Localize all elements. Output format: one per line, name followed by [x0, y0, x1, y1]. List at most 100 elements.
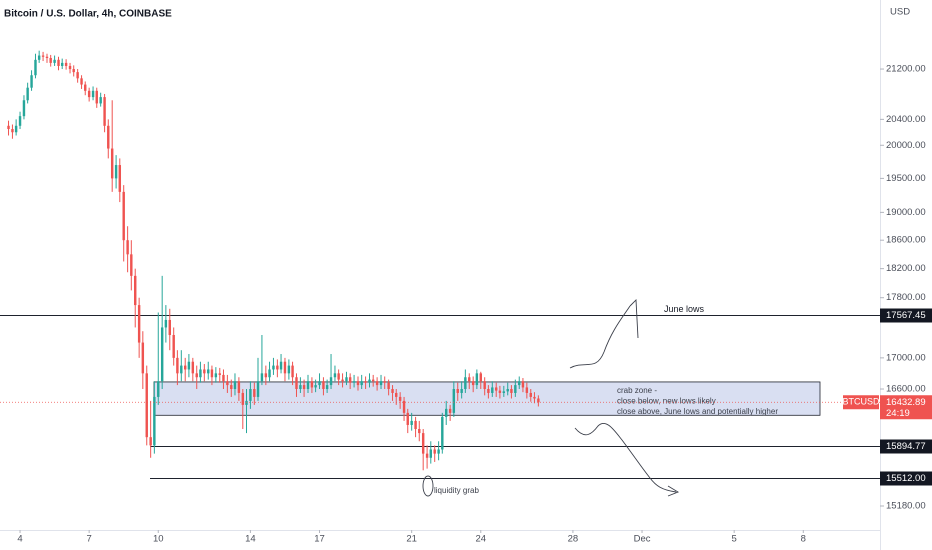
candle-body	[341, 379, 344, 382]
candle-body	[487, 389, 490, 393]
candle-body	[402, 400, 406, 413]
candle-body	[226, 381, 229, 386]
countdown-label: 24:19	[886, 408, 910, 419]
candle-body	[145, 373, 148, 438]
y-tick-label: 18200.00	[886, 263, 926, 274]
candle-body	[60, 62, 64, 66]
candle-body	[433, 449, 436, 454]
candle-body	[195, 373, 198, 378]
candle-body	[537, 398, 540, 403]
candle-body	[364, 381, 367, 383]
candle-body	[475, 373, 479, 386]
candle-body	[168, 319, 171, 335]
candle-body	[160, 327, 164, 382]
candle-body	[203, 369, 206, 374]
candle-body	[368, 379, 371, 383]
candle-body	[291, 365, 294, 378]
candle-body	[172, 334, 175, 358]
candle-body	[110, 148, 114, 179]
candle-body	[398, 396, 402, 401]
candle-body	[414, 420, 417, 430]
candle-body	[126, 240, 129, 255]
candle-body	[352, 381, 356, 383]
candle-body	[130, 254, 133, 276]
candle-body	[87, 90, 91, 98]
candle-body	[64, 62, 68, 66]
candle-body	[118, 165, 122, 192]
candle-body	[306, 381, 310, 390]
candle-body	[76, 72, 79, 79]
x-tick-label: 4	[17, 534, 22, 545]
candle-body	[45, 56, 49, 58]
candle-body	[222, 374, 225, 382]
candle-body	[72, 69, 75, 73]
y-tick-label: 16600.00	[886, 384, 926, 395]
x-tick-label: Dec	[634, 534, 651, 545]
candle-body	[521, 381, 525, 388]
candle-body	[345, 377, 348, 382]
candle-body	[22, 100, 26, 117]
candle-body	[325, 385, 329, 390]
arrow-down	[574, 422, 677, 493]
candle-body	[418, 429, 421, 434]
last-price-box	[880, 395, 932, 420]
level-label: 15894.77	[886, 441, 926, 452]
candle-body	[533, 396, 536, 399]
x-tick-label: 21	[406, 534, 417, 545]
y-tick-label: 20400.00	[886, 114, 926, 125]
candle-body	[137, 305, 141, 343]
freehand-drawings	[422, 298, 680, 497]
candle-body	[199, 369, 202, 378]
candle-body	[295, 377, 298, 390]
candle-body	[375, 381, 379, 386]
candle-body	[360, 381, 363, 386]
candle-body	[506, 389, 509, 392]
candle-body	[329, 377, 333, 386]
candle-body	[99, 97, 102, 104]
candle-body	[237, 381, 241, 393]
y-tick-label: 19000.00	[886, 207, 926, 218]
candle-body	[249, 389, 252, 401]
y-tick-label: 17000.00	[886, 352, 926, 363]
arrow-up-head	[629, 298, 639, 339]
candle-body	[468, 377, 471, 382]
candle-body	[253, 389, 256, 397]
candle-body	[157, 381, 160, 397]
candle-body	[518, 381, 521, 386]
candle-body	[502, 391, 506, 393]
candle-body	[322, 381, 325, 390]
x-tick-label: 5	[732, 534, 737, 545]
candle-body	[264, 373, 268, 378]
candle-body	[11, 129, 14, 133]
candle-body	[107, 125, 110, 149]
candle-body	[95, 90, 98, 104]
candle-body	[14, 125, 18, 133]
candle-body	[134, 275, 137, 306]
candle-body	[464, 377, 467, 390]
zone-text: close below, new lows likely	[617, 397, 716, 406]
candle-body	[494, 387, 498, 391]
x-tick-label: 14	[245, 534, 256, 545]
candle-body	[7, 125, 10, 130]
candle-body	[337, 373, 340, 380]
candle-body	[41, 55, 45, 57]
zone-text: close above, June lows and potentially h…	[617, 407, 778, 416]
y-tick-label: 19500.00	[886, 173, 926, 184]
candle-body	[310, 381, 314, 388]
candle-body	[184, 365, 187, 370]
candles	[7, 50, 540, 471]
candle-body	[30, 75, 33, 88]
candle-body	[460, 389, 463, 393]
candle-body	[299, 385, 302, 390]
level-label-box	[880, 439, 932, 454]
last-price-label: 16432.89	[886, 397, 926, 408]
candle-body	[287, 365, 291, 374]
candle-body	[122, 191, 125, 241]
candle-body	[149, 437, 152, 446]
candle-body	[456, 389, 459, 393]
candle-body	[471, 381, 475, 386]
candle-body	[218, 373, 221, 375]
candle-body	[510, 389, 513, 393]
candle-body	[84, 84, 87, 91]
